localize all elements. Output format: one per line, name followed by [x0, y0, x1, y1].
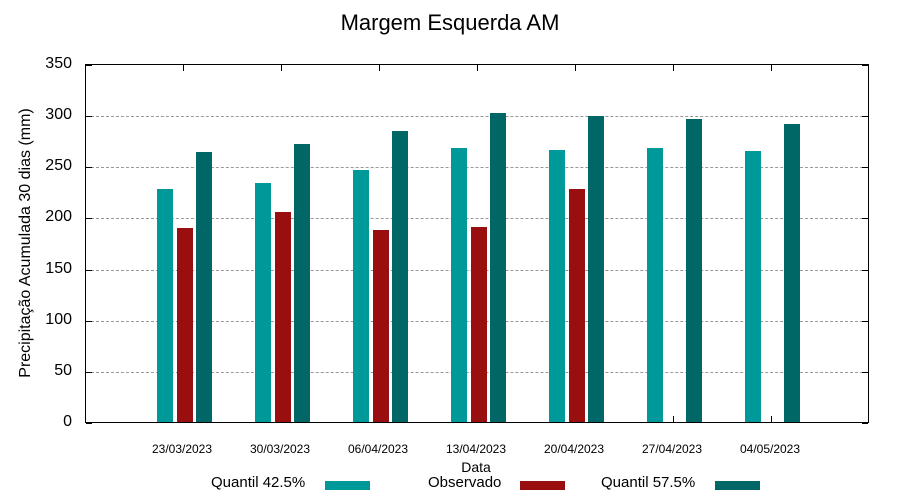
y-tick-right: [862, 320, 868, 322]
bar: [451, 147, 467, 422]
y-tick-right: [862, 269, 868, 271]
gridline: [86, 116, 868, 118]
chart-title: Margem Esquerda AM: [340, 10, 560, 35]
legend-swatch-observado: [520, 481, 565, 490]
legend-label-quantil-57-5: Quantil 57.5%: [601, 474, 696, 491]
y-tick-label: 350: [45, 55, 72, 72]
y-axis-label: Precipitação Acumulada 30 dias (mm): [17, 108, 34, 378]
legend-swatch-quantil-42-5: [325, 481, 370, 490]
x-tick-label: 13/04/2023: [445, 442, 507, 456]
bar: [353, 170, 369, 422]
y-tick-right: [862, 423, 868, 424]
y-tick-right: [862, 371, 868, 373]
bar: [588, 116, 604, 422]
y-tick-label: 200: [45, 208, 72, 226]
y-tick: [86, 116, 92, 118]
y-tick: [86, 167, 92, 169]
y-tick-label: 150: [45, 259, 72, 277]
bar: [745, 150, 761, 422]
bar: [373, 229, 389, 422]
y-tick-right: [862, 116, 868, 118]
bar: [784, 124, 800, 422]
legend-swatch-quantil-57-5: [715, 481, 760, 490]
y-tick-label: 50: [54, 361, 72, 379]
bar: [157, 188, 173, 422]
x-tick-label: 06/04/2023: [347, 442, 409, 456]
x-tick: [477, 65, 478, 71]
x-tick: [575, 65, 576, 71]
y-tick: [86, 371, 92, 373]
bar: [275, 212, 291, 422]
bar: [549, 149, 565, 422]
legend-label-observado: Observado: [428, 474, 502, 491]
x-tick: [673, 416, 674, 422]
x-tick: [281, 65, 282, 71]
x-tick-label: 27/04/2023: [641, 442, 703, 456]
bar: [392, 130, 408, 422]
y-tick-label: 300: [45, 106, 72, 124]
x-tick: [771, 65, 772, 71]
y-tick-right: [862, 65, 868, 66]
x-tick: [183, 65, 184, 71]
x-tick-label: 23/03/2023: [151, 442, 213, 456]
y-tick: [86, 423, 92, 424]
bar: [196, 151, 212, 422]
x-axis-label: Data: [461, 459, 491, 475]
bar: [294, 143, 310, 422]
bar: [490, 113, 506, 422]
y-tick: [86, 218, 92, 220]
y-tick: [86, 65, 92, 66]
bar: [471, 226, 487, 422]
x-tick-label: 04/05/2023: [739, 442, 801, 456]
y-tick-label: 0: [63, 413, 72, 430]
y-tick-label: 100: [45, 310, 72, 328]
x-tick: [379, 65, 380, 71]
bar: [569, 188, 585, 422]
y-tick-label: 250: [45, 157, 72, 175]
x-tick-label: 30/03/2023: [249, 442, 311, 456]
bar: [647, 147, 663, 422]
x-tick: [771, 416, 772, 422]
bar: [686, 119, 702, 422]
x-tick-label: 20/04/2023: [543, 442, 605, 456]
y-tick-right: [862, 167, 868, 169]
y-tick-right: [862, 218, 868, 220]
gridline: [86, 167, 868, 169]
y-tick: [86, 269, 92, 271]
bar: [255, 182, 271, 422]
bar: [177, 227, 193, 422]
y-tick: [86, 320, 92, 322]
gridline: [86, 218, 868, 220]
x-tick: [673, 65, 674, 71]
plot-area: [85, 64, 869, 424]
legend-label-quantil-42-5: Quantil 42.5%: [211, 474, 306, 491]
